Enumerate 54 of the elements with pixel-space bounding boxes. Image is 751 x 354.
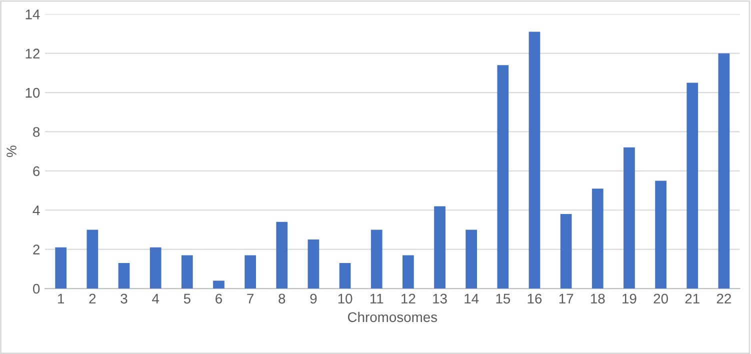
x-tick-label: 17 [559, 294, 574, 304]
y-tick-label: 2 [33, 244, 40, 254]
bar [339, 263, 351, 289]
x-tick-label: 14 [464, 294, 479, 304]
y-tick-label: 0 [33, 284, 40, 294]
x-tick-label: 10 [338, 294, 352, 304]
bar [86, 230, 98, 289]
bar [244, 255, 256, 289]
x-tick-label: 7 [247, 294, 254, 304]
x-tick-label: 22 [716, 294, 731, 304]
x-tick-label: 4 [152, 294, 160, 304]
bar [55, 247, 67, 289]
x-tick-label: 12 [402, 294, 416, 304]
x-tick-label: 21 [685, 294, 700, 304]
bar [655, 180, 666, 289]
bar [560, 214, 572, 289]
x-tick-label: 15 [496, 294, 510, 304]
bar [150, 247, 162, 289]
x-tick-label: 8 [278, 294, 286, 304]
y-tick-label: 12 [26, 48, 40, 58]
y-tick-label: 8 [33, 127, 40, 137]
x-axis-title: Chromosomes [348, 312, 438, 322]
x-tick-label: 2 [89, 294, 96, 304]
bar [528, 32, 540, 289]
bar [624, 147, 635, 289]
x-tick-label: 11 [370, 294, 384, 304]
x-tick-label: 9 [310, 294, 317, 304]
y-axis-title: % [6, 146, 16, 158]
x-tick-label: 16 [528, 294, 542, 304]
bar [118, 263, 130, 289]
bar [308, 240, 320, 289]
bar [686, 82, 698, 289]
bar [497, 65, 509, 289]
bar [434, 206, 446, 289]
x-tick-label: 19 [622, 294, 636, 304]
x-tick-label: 20 [654, 294, 668, 304]
y-tick-label: 10 [26, 88, 40, 98]
bar [276, 222, 288, 289]
bar [466, 230, 478, 289]
x-tick-label: 1 [58, 294, 64, 304]
x-tick-label: 6 [216, 294, 222, 304]
x-tick-label: 3 [120, 294, 128, 304]
x-tick-label: 18 [590, 294, 605, 304]
y-tick-label: 14 [26, 10, 40, 20]
x-tick-label: 5 [184, 294, 190, 304]
y-tick-label: 4 [32, 206, 40, 216]
bar [592, 188, 604, 289]
bar [402, 255, 414, 289]
bar [181, 255, 193, 289]
bar [213, 280, 224, 289]
bar [718, 53, 730, 289]
y-tick-label: 6 [33, 166, 40, 176]
x-tick-label: 13 [433, 294, 447, 304]
bar [370, 230, 382, 289]
